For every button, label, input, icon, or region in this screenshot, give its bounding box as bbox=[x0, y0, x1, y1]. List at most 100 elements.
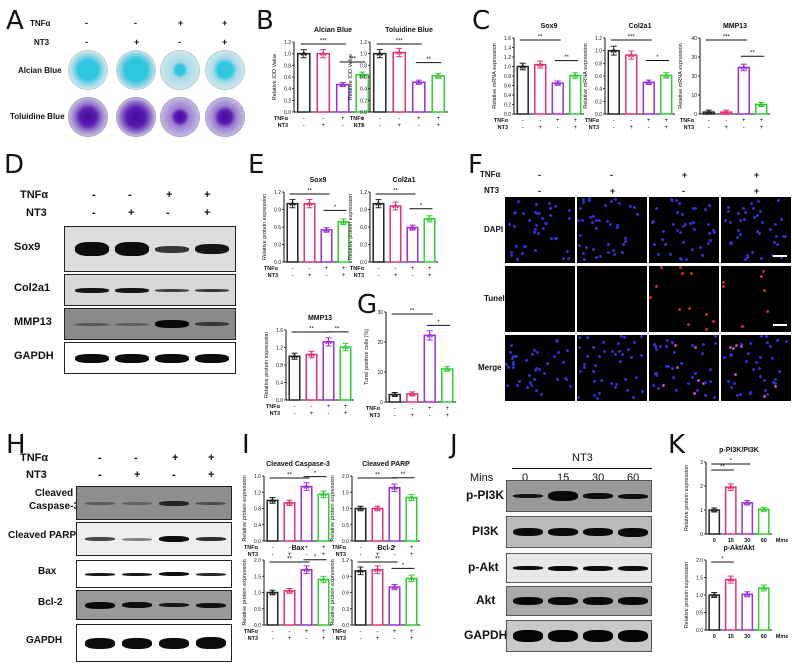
data-point bbox=[320, 53, 323, 56]
cell-nucleus bbox=[615, 226, 619, 230]
cell-nucleus bbox=[729, 385, 733, 389]
cell-nucleus bbox=[734, 373, 738, 377]
data-point bbox=[413, 227, 416, 230]
treatment-sign: + bbox=[288, 636, 292, 642]
significance-stars: ** bbox=[309, 327, 314, 333]
bar bbox=[392, 51, 407, 113]
x-tick-label: 60 bbox=[761, 634, 767, 640]
data-point bbox=[295, 356, 298, 359]
cell-nucleus bbox=[757, 366, 761, 370]
cell-nucleus bbox=[745, 254, 749, 258]
blot-label: Cleaved Caspase-3 bbox=[28, 488, 80, 512]
treatment-sign: + bbox=[682, 170, 688, 180]
nt3-axis-label: NT3 bbox=[370, 413, 380, 419]
data-point bbox=[426, 335, 429, 338]
treatment-sign: + bbox=[134, 469, 141, 481]
data-point bbox=[746, 500, 749, 503]
data-point bbox=[558, 83, 561, 86]
protein-band bbox=[75, 322, 109, 326]
significance-stars: ** bbox=[564, 55, 569, 61]
cell-nucleus bbox=[606, 242, 610, 246]
western-blot-gapdh bbox=[64, 342, 236, 374]
protein-band bbox=[155, 320, 189, 328]
protein-band bbox=[618, 565, 648, 571]
data-point bbox=[376, 506, 379, 509]
data-point bbox=[723, 112, 726, 115]
cell-nucleus bbox=[765, 340, 769, 344]
cell-nucleus bbox=[581, 219, 585, 223]
treatment-sign: - bbox=[429, 413, 431, 419]
treatment-sign: - bbox=[85, 37, 88, 47]
data-point bbox=[521, 64, 524, 67]
treatment-sign: + bbox=[410, 413, 414, 419]
microscopy-image-dapi bbox=[505, 197, 575, 263]
bar bbox=[607, 49, 620, 115]
y-tick-label: 0.0 bbox=[360, 110, 367, 116]
cell-nucleus bbox=[754, 360, 758, 364]
cell-nucleus bbox=[740, 344, 744, 348]
cell-nucleus bbox=[765, 309, 769, 313]
data-point bbox=[312, 354, 315, 357]
data-point bbox=[293, 203, 296, 206]
data-point bbox=[378, 508, 381, 511]
nt3-axis-label: NT3 bbox=[354, 273, 364, 279]
data-point bbox=[342, 219, 345, 222]
treatment-sign: - bbox=[708, 125, 710, 131]
cell-nucleus bbox=[671, 222, 675, 226]
x-tick-label: 30 bbox=[744, 634, 750, 640]
treatment-sign: + bbox=[754, 186, 760, 196]
treatment-sign: - bbox=[557, 125, 559, 131]
cell-nucleus bbox=[654, 207, 658, 211]
cell-nucleus bbox=[577, 395, 581, 399]
cell-nucleus bbox=[761, 220, 765, 224]
cell-nucleus bbox=[708, 239, 712, 243]
cell-nucleus bbox=[764, 389, 768, 393]
y-axis-label: Relative protein expression bbox=[264, 332, 270, 398]
scale-bar bbox=[773, 255, 787, 257]
western-blot bbox=[506, 553, 652, 583]
y-tick-label: 0.8 bbox=[504, 74, 511, 80]
cell-nucleus bbox=[582, 198, 586, 202]
cell-nucleus bbox=[661, 237, 665, 241]
panel-label-b: B bbox=[256, 6, 274, 36]
significance-stars: ** bbox=[426, 57, 431, 63]
data-point bbox=[731, 487, 734, 490]
tnfa-row-label: TNFα bbox=[20, 452, 49, 464]
cell-nucleus bbox=[578, 206, 582, 210]
data-point bbox=[541, 64, 544, 67]
x-axis-label: Mins bbox=[776, 538, 789, 544]
cell-nucleus bbox=[591, 370, 595, 374]
treatment-sign: + bbox=[417, 116, 421, 122]
bar bbox=[569, 74, 582, 115]
treatment-sign: - bbox=[418, 123, 420, 129]
y-tick-label: 0.4 bbox=[595, 87, 602, 93]
data-point bbox=[339, 84, 342, 87]
tnfa-axis-label: TNFα bbox=[332, 629, 347, 635]
treatment-sign: + bbox=[321, 123, 325, 129]
y-tick-label: 0.8 bbox=[276, 363, 283, 369]
cell-nucleus bbox=[566, 257, 570, 261]
protein-band bbox=[618, 597, 648, 605]
cell-nucleus bbox=[779, 218, 783, 222]
protein-band bbox=[85, 637, 115, 649]
y-tick-label: 0 bbox=[380, 400, 383, 406]
data-point bbox=[711, 509, 714, 513]
cell-nucleus bbox=[721, 281, 725, 285]
y-tick-label: 3 bbox=[700, 460, 703, 466]
cell-nucleus bbox=[752, 368, 756, 372]
blot-label: Col2a1 bbox=[14, 282, 51, 294]
microscopy-image-merge bbox=[505, 335, 575, 401]
cell-nucleus bbox=[623, 377, 627, 381]
cell-nucleus bbox=[534, 369, 538, 373]
cell-nucleus bbox=[608, 222, 612, 226]
cell-nucleus bbox=[679, 231, 683, 235]
y-tick-label: 1.6 bbox=[504, 36, 511, 42]
significance-stars: * bbox=[437, 320, 440, 326]
cell-nucleus bbox=[670, 366, 674, 370]
bar bbox=[322, 341, 335, 401]
data-point bbox=[327, 229, 330, 233]
treatment-sign: + bbox=[742, 118, 746, 124]
cell-nucleus bbox=[750, 202, 754, 206]
treatment-sign: + bbox=[204, 189, 211, 201]
cell-nucleus bbox=[629, 205, 633, 209]
